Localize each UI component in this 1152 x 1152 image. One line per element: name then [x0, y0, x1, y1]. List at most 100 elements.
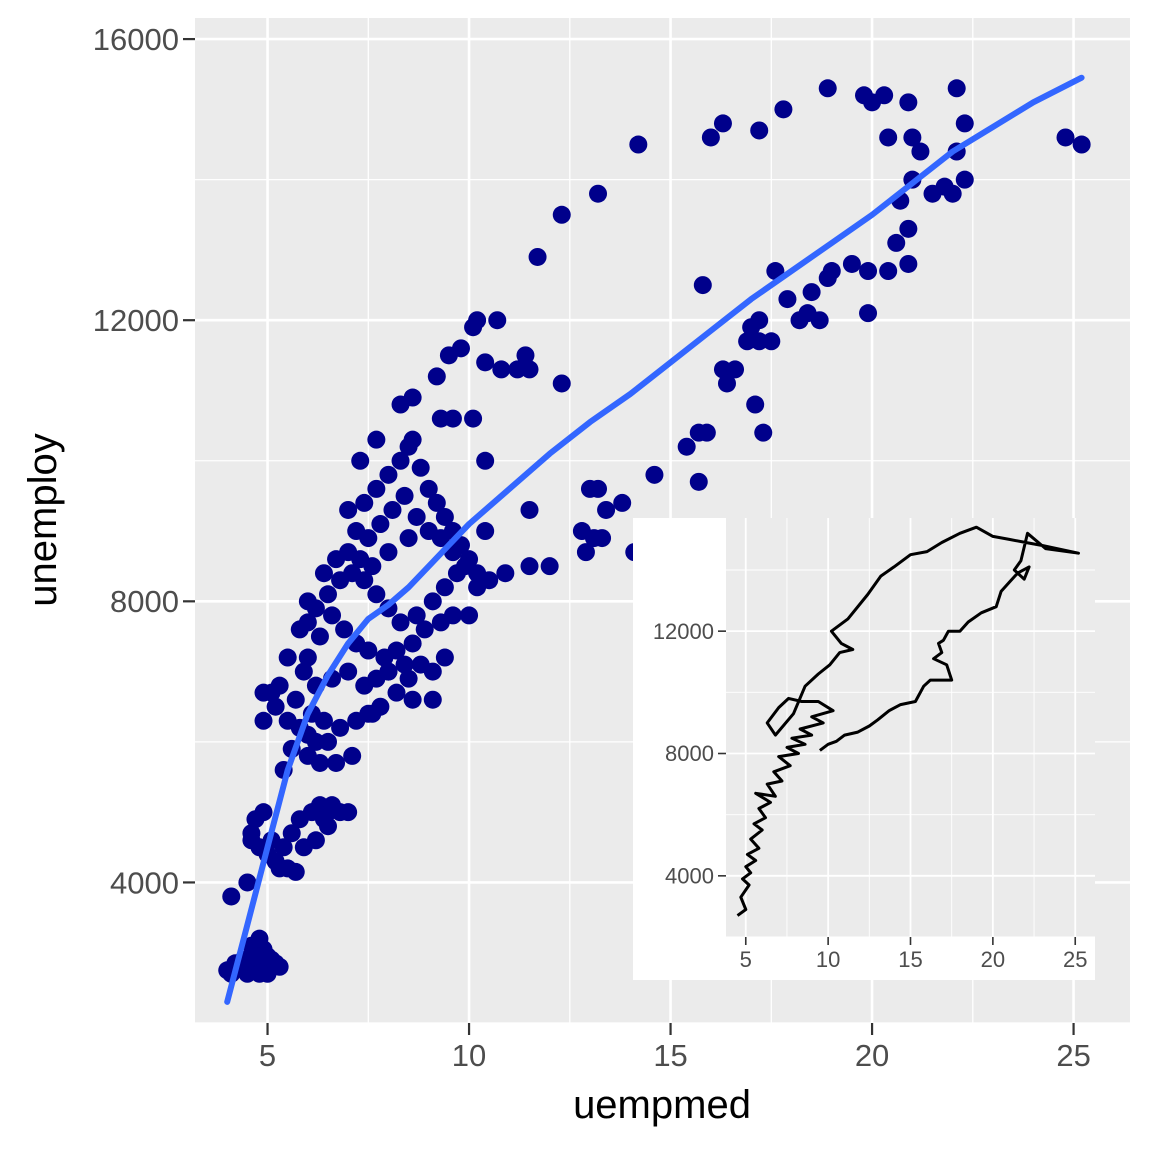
data-point — [955, 170, 974, 189]
data-point — [435, 507, 454, 526]
data-point — [818, 269, 837, 288]
data-point — [250, 929, 269, 948]
main-axes: 5 10 15 20 25 4000 8000 12000 16000 — [93, 22, 1091, 1073]
x-axis-title: uempmed — [573, 1083, 751, 1127]
data-point — [520, 500, 539, 519]
inset-axes: 5 10 15 20 25 4000 8000 12000 — [653, 619, 1088, 972]
data-point — [697, 423, 716, 442]
data-point — [379, 465, 398, 484]
data-point — [379, 662, 398, 681]
data-point — [395, 655, 414, 674]
data-point — [427, 367, 446, 386]
data-point — [597, 500, 616, 519]
data-point — [1056, 128, 1075, 147]
data-point — [318, 817, 337, 836]
data-point — [367, 430, 386, 449]
data-point — [399, 529, 418, 548]
data-point — [923, 184, 942, 203]
data-point — [802, 283, 821, 302]
data-point — [355, 571, 374, 590]
data-point — [403, 690, 422, 709]
data-point — [468, 578, 487, 597]
data-point — [903, 128, 922, 147]
data-point — [323, 606, 342, 625]
data-point — [726, 360, 745, 379]
data-point — [431, 529, 450, 548]
data-point — [899, 219, 918, 238]
data-point — [246, 947, 265, 966]
data-point — [419, 479, 438, 498]
data-point — [298, 648, 317, 667]
data-point — [576, 543, 595, 562]
data-point — [298, 613, 317, 632]
data-point — [254, 711, 273, 730]
data-point — [520, 360, 539, 379]
inset-series-line — [736, 525, 1080, 917]
data-point — [810, 311, 829, 330]
data-point — [947, 79, 966, 98]
data-point — [701, 128, 720, 147]
data-point — [355, 493, 374, 512]
data-point — [516, 346, 535, 365]
y-tick-label: 12000 — [93, 303, 179, 338]
data-point — [318, 585, 337, 604]
data-point — [879, 128, 898, 147]
data-point — [899, 254, 918, 273]
data-point — [383, 500, 402, 519]
data-point — [379, 543, 398, 562]
data-point — [955, 114, 974, 133]
data-point — [298, 592, 317, 611]
data-point — [403, 388, 422, 407]
data-point — [222, 887, 241, 906]
data-point — [1072, 135, 1091, 154]
data-point — [339, 803, 358, 822]
data-point — [407, 507, 426, 526]
data-point — [746, 395, 765, 414]
data-point — [645, 465, 664, 484]
data-point — [270, 957, 289, 976]
data-point — [899, 93, 918, 112]
data-point — [318, 732, 337, 751]
data-point — [359, 641, 378, 660]
data-point — [254, 803, 273, 822]
data-point — [443, 409, 462, 428]
data-point — [750, 121, 769, 140]
data-point — [407, 606, 426, 625]
data-point — [359, 529, 378, 548]
data-point — [859, 262, 878, 281]
data-point — [310, 627, 329, 646]
data-point — [443, 606, 462, 625]
data-point — [879, 262, 898, 281]
data-point — [335, 620, 354, 639]
x-tick-label: 15 — [898, 947, 922, 972]
data-point — [427, 493, 446, 512]
data-point — [387, 641, 406, 660]
data-point — [451, 339, 470, 358]
data-point — [363, 704, 382, 723]
data-point — [528, 247, 547, 266]
data-point — [423, 662, 442, 681]
data-point — [331, 718, 350, 737]
x-tick-label: 20 — [855, 1038, 889, 1073]
data-point — [911, 142, 930, 161]
y-tick-label: 12000 — [653, 619, 714, 644]
data-point — [351, 451, 370, 470]
data-point — [423, 690, 442, 709]
data-point — [456, 557, 475, 576]
data-point — [387, 683, 406, 702]
data-point — [887, 233, 906, 252]
data-point — [411, 458, 430, 477]
data-point — [842, 254, 861, 273]
data-point — [371, 515, 390, 534]
main-smooth-line — [224, 74, 1085, 1005]
data-point — [460, 606, 479, 625]
data-point — [286, 862, 305, 881]
inset-gridlines — [726, 518, 1095, 938]
data-point — [282, 824, 301, 843]
data-point — [242, 824, 261, 843]
data-point — [859, 304, 878, 323]
data-point — [778, 290, 797, 309]
data-point — [423, 592, 442, 611]
data-point — [552, 374, 571, 393]
inset-path-line — [736, 525, 1080, 917]
